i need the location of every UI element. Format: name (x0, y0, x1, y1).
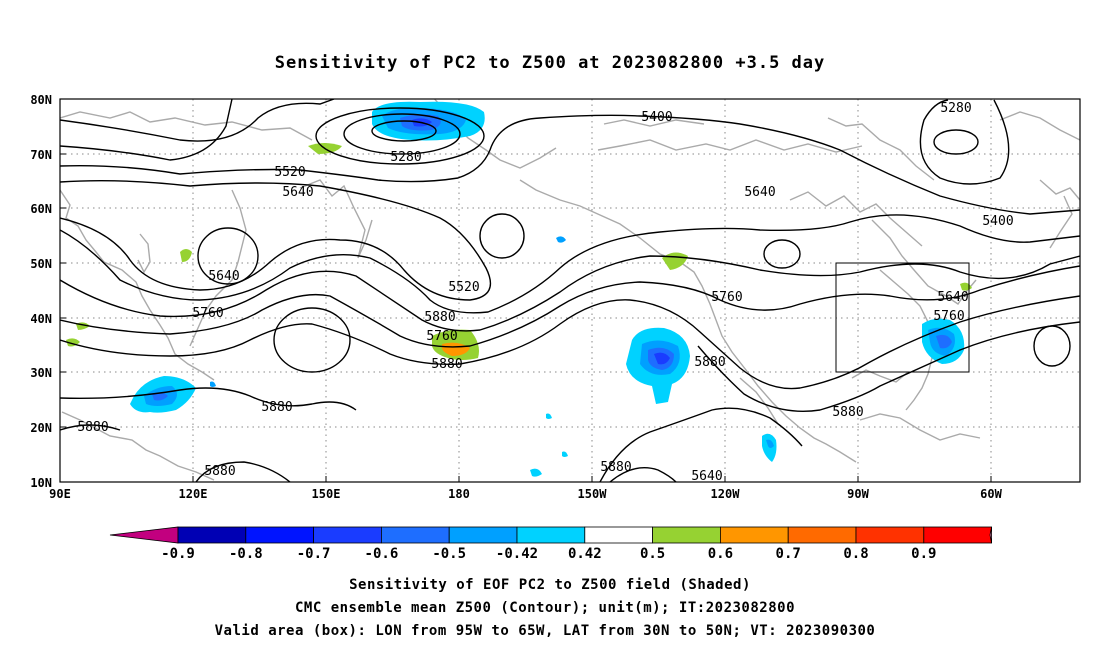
map-ticks (60, 98, 992, 482)
colorbar-box (652, 526, 721, 544)
contour-label: 5880 (694, 355, 725, 370)
colorbar-box (720, 526, 789, 544)
contour-label: 5760 (711, 290, 742, 305)
contour-label: 5880 (77, 420, 108, 435)
lon-label: 90W (847, 487, 869, 501)
contour-label: 5280 (940, 101, 971, 116)
colorbar-tick-label: -0.42 (496, 546, 538, 562)
contour-label: 5880 (261, 400, 292, 415)
caption-line-1: Sensitivity of EOF PC2 to Z500 field (Sh… (349, 577, 751, 593)
contour-label: 5400 (641, 110, 672, 125)
map-panel: 5400 5280 5280 5520 5640 5640 5400 5640 … (30, 93, 1081, 501)
z500-contours (60, 99, 1080, 482)
shade-blob-west-pacific (130, 376, 196, 413)
colorbar-tick-label: -0.6 (365, 546, 399, 562)
contour-label: 5760 (426, 329, 457, 344)
colorbar: -0.9 -0.8 -0.7 -0.6 -0.5 -0.42 0.42 0.5 0.6 0.7 0.… (109, 526, 992, 562)
contour-label: 5880 (424, 310, 455, 325)
lon-label: 90E (49, 487, 71, 501)
colorbar-box (313, 526, 382, 544)
contour-label: 5520 (274, 165, 305, 180)
colorbar-tick-label: -0.5 (432, 546, 466, 562)
lat-label: 40N (30, 312, 52, 326)
caption-line-3: Valid area (box): LON from 95W to 65W, L… (215, 623, 876, 639)
lat-label: 70N (30, 148, 52, 162)
colorbar-tick-label: -0.8 (229, 546, 263, 562)
contour-label: 5640 (744, 185, 775, 200)
contour-label: 5760 (192, 306, 223, 321)
contour-label: 5520 (448, 280, 479, 295)
contour-label: 5640 (691, 469, 722, 484)
contour-label: 5880 (204, 464, 235, 479)
map-frame (59, 98, 1081, 483)
lat-label: 80N (30, 93, 52, 107)
colorbar-box (923, 526, 992, 544)
lat-label: 50N (30, 257, 52, 271)
contour-label: 5880 (600, 460, 631, 475)
colorbar-end-high (989, 526, 992, 544)
contour-labels: 5400 5280 5280 5520 5640 5640 5400 5640 … (77, 101, 1013, 484)
colorbar-box (177, 526, 247, 544)
contour-label: 5760 (933, 309, 964, 324)
colorbar-tick-label: -0.9 (161, 546, 195, 562)
figure-title: Sensitivity of PC2 to Z500 at 2023082800… (275, 53, 826, 73)
colorbar-box (380, 526, 450, 544)
map-background (60, 99, 1080, 482)
colorbar-box (245, 526, 315, 544)
contour-label: 5640 (937, 290, 968, 305)
lat-label: 20N (30, 421, 52, 435)
shade-blob-east-pacific (626, 327, 690, 404)
lon-label: 120W (711, 487, 741, 501)
coastlines (60, 99, 1080, 481)
colorbar-tick-label: 0.8 (843, 546, 868, 562)
colorbar-box (584, 526, 653, 544)
colorbar-box (787, 526, 857, 544)
lon-label: 60W (980, 487, 1002, 501)
latitude-labels: 80N 70N 60N 50N 40N 30N 20N 10N (30, 93, 52, 490)
contour-label: 5640 (282, 185, 313, 200)
colorbar-box (516, 526, 586, 544)
lon-label: 180 (448, 487, 470, 501)
map-gridlines (60, 99, 1080, 482)
lon-label: 120E (179, 487, 208, 501)
lon-label: 150E (312, 487, 341, 501)
contour-label: 5400 (982, 214, 1013, 229)
caption-line-2: CMC ensemble mean Z500 (Contour); unit(m… (295, 600, 795, 616)
colorbar-tick-label: 0.7 (776, 546, 801, 562)
colorbar-tick-label: 0.5 (640, 546, 665, 562)
contour-label: 5880 (832, 405, 863, 420)
colorbar-box (448, 526, 518, 544)
colorbar-end-low (109, 526, 179, 544)
colorbar-tick-label: -0.7 (297, 546, 331, 562)
contour-label: 5640 (208, 269, 239, 284)
lon-label: 150W (578, 487, 608, 501)
colorbar-tick-label: 0.6 (708, 546, 733, 562)
colorbar-tick-label: 0.42 (568, 546, 602, 562)
lat-label: 10N (30, 476, 52, 490)
colorbar-tick-label: 0.9 (911, 546, 936, 562)
colorbar-box (855, 526, 925, 544)
contour-label: 5880 (431, 357, 462, 372)
longitude-labels: 90E 120E 150E 180 150W 120W 90W 60W (49, 487, 1002, 501)
lat-label: 30N (30, 366, 52, 380)
valid-area-box (835, 262, 970, 373)
contour-label: 5280 (390, 150, 421, 165)
lat-label: 60N (30, 202, 52, 216)
